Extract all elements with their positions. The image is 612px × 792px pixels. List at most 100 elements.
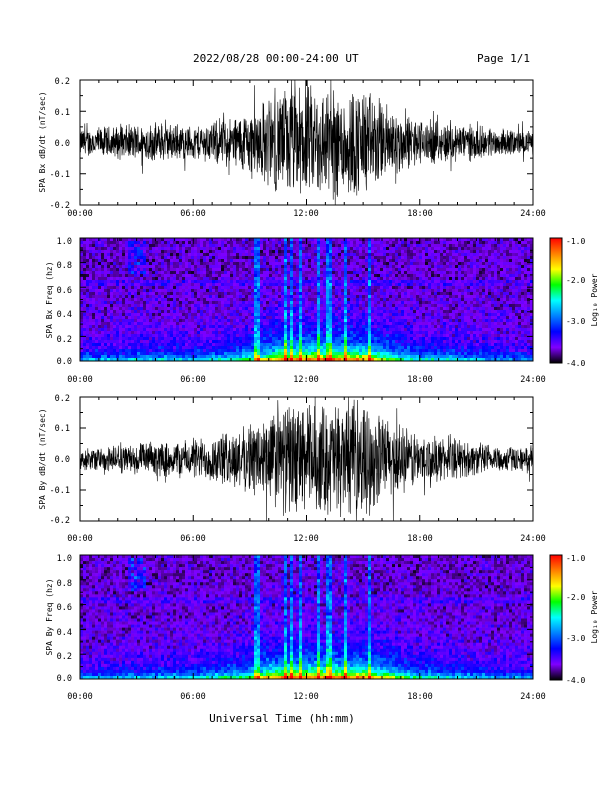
spectrogram-cell — [350, 325, 354, 329]
spectrogram-cell — [179, 346, 183, 350]
spectrogram-cell — [272, 259, 276, 263]
spectrogram-cell — [437, 313, 441, 317]
spectrogram-cell — [365, 241, 369, 245]
spectrogram-cell — [302, 304, 306, 308]
spectrogram-cell — [107, 241, 111, 245]
spectrogram-cell — [113, 244, 117, 248]
spectrogram-cell — [140, 250, 144, 254]
spectrogram-cell — [281, 268, 285, 272]
spectrogram-cell — [263, 322, 267, 326]
spectrogram-cell — [326, 247, 330, 251]
spectrogram-cell — [311, 349, 315, 353]
spectrogram-cell — [173, 244, 177, 248]
spectrogram-cell — [242, 337, 246, 341]
spectrogram-cell — [188, 346, 192, 350]
spectrogram-cell — [209, 262, 213, 266]
spectrogram-cell — [197, 337, 201, 341]
spectrogram-cell — [119, 358, 123, 362]
spectrogram-cell — [380, 274, 384, 278]
spectrogram-cell — [266, 310, 270, 314]
spectrogram-cell — [353, 253, 357, 257]
spectrogram-cell — [374, 283, 378, 287]
spectrogram-cell — [152, 334, 156, 338]
spectrogram-cell — [122, 355, 126, 359]
spectrogram-cell — [89, 340, 93, 344]
spectrogram-cell — [380, 268, 384, 272]
spectrogram-cell — [125, 319, 129, 323]
spectrogram-cell — [272, 322, 276, 326]
spectrogram-cell — [419, 322, 423, 326]
spectrogram-cell — [419, 310, 423, 314]
spectrogram-cell — [383, 319, 387, 323]
spectrogram-cell — [428, 316, 432, 320]
spectrogram-cell — [242, 346, 246, 350]
spectrogram-cell — [122, 310, 126, 314]
spectrogram-cell — [314, 304, 318, 308]
spectrogram-cell — [227, 247, 231, 251]
spectrogram-cell — [251, 337, 255, 341]
spectrogram-cell — [158, 337, 162, 341]
spectrogram-cell — [146, 271, 150, 275]
spectrogram-cell — [305, 268, 309, 272]
spectrogram-cell — [137, 349, 141, 353]
spectrogram-cell — [143, 277, 147, 281]
spectrogram-cell — [410, 307, 414, 311]
spectrogram-cell — [95, 268, 99, 272]
spectrogram-cell — [410, 352, 414, 356]
spectrogram-cell — [122, 268, 126, 272]
spectrogram-cell — [191, 331, 195, 335]
spectrogram-cell — [356, 322, 360, 326]
spectrogram-cell — [137, 298, 141, 302]
spectrogram-cell — [254, 277, 258, 281]
spectrogram-cell — [215, 253, 219, 257]
spectrogram-cell — [110, 259, 114, 263]
spectrogram-cell — [224, 334, 228, 338]
spectrogram-cell — [110, 346, 114, 350]
spectrogram-cell — [254, 268, 258, 272]
spectrogram-cell — [380, 304, 384, 308]
spectrogram-cell — [200, 253, 204, 257]
spectrogram-cell — [230, 316, 234, 320]
spectrogram-cell — [320, 313, 324, 317]
spectrogram-cell — [377, 301, 381, 305]
spectrogram-cell — [221, 244, 225, 248]
spectrogram-cell — [95, 241, 99, 245]
spectrogram-cell — [353, 277, 357, 281]
spectrogram-cell — [95, 292, 99, 296]
spectrogram-cell — [221, 307, 225, 311]
spectrogram-cell — [395, 328, 399, 332]
spectrogram-cell — [158, 313, 162, 317]
spectrogram-cell — [251, 244, 255, 248]
spectrogram-cell — [392, 274, 396, 278]
spectrogram-cell — [224, 277, 228, 281]
spectrogram-cell — [338, 322, 342, 326]
spectrogram-cell — [431, 247, 435, 251]
spectrogram-cell — [389, 301, 393, 305]
spectrogram-cell — [377, 271, 381, 275]
spectrogram-cell — [221, 238, 225, 242]
spectrogram-cell — [206, 280, 210, 284]
spectrogram-cell — [239, 238, 243, 242]
spectrogram-cell — [233, 328, 237, 332]
spectrogram-cell — [260, 358, 264, 362]
spectrogram-cell — [161, 358, 165, 362]
spectrogram-cell — [89, 322, 93, 326]
spectrogram-cell — [95, 346, 99, 350]
spectrogram-cell — [374, 346, 378, 350]
spectrogram-cell — [230, 334, 234, 338]
spectrogram-cell — [290, 352, 294, 356]
spectrogram-cell — [140, 322, 144, 326]
spectrogram-cell — [251, 331, 255, 335]
spectrogram-cell — [290, 259, 294, 263]
spectrogram-cell — [347, 355, 351, 359]
spectrogram-cell — [302, 349, 306, 353]
spectrogram-cell — [182, 358, 186, 362]
spectrogram-cell — [401, 244, 405, 248]
spectrogram-cell — [239, 340, 243, 344]
spectrogram-cell — [419, 343, 423, 347]
spectrogram-cell — [347, 316, 351, 320]
spectrogram-cell — [323, 337, 327, 341]
spectrogram-cell — [101, 256, 105, 260]
spectrogram-cell — [287, 238, 291, 242]
spectrogram-cell — [146, 292, 150, 296]
